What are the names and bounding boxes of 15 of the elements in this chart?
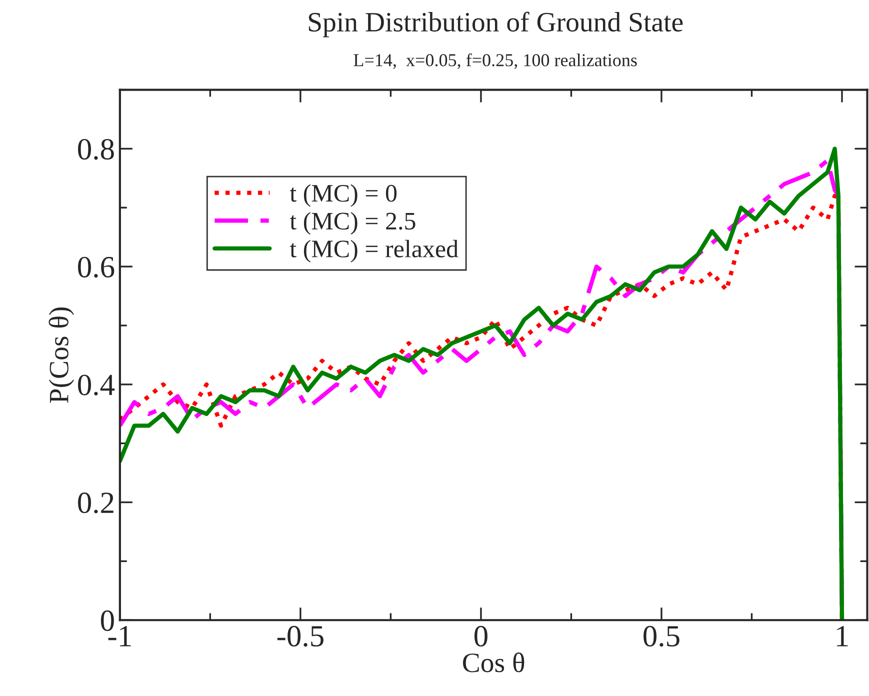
chart-subtitle: L=14, x=0.05, f=0.25, 100 realizations	[354, 53, 637, 69]
y-tick-label: 0.6	[78, 256, 114, 278]
y-tick-label: 0.8	[78, 138, 114, 160]
x-tick-label: 0	[474, 626, 488, 646]
x-tick-label: 1	[837, 626, 848, 646]
x-tick-label: 0.5	[644, 626, 680, 647]
x-tick-label: -0.5	[277, 626, 324, 647]
chart-title: Spin Distribution of Ground State	[308, 12, 683, 38]
legend-label: t (MC) = 0	[290, 184, 397, 207]
y-axis-title: P(Cos θ)	[48, 307, 74, 403]
legend-label: t (MC) = relaxed	[290, 240, 458, 263]
y-tick-label: 0.4	[78, 374, 115, 396]
x-axis-title: Cos θ	[462, 652, 524, 672]
y-tick-label: 0.2	[78, 492, 114, 514]
legend-label: t (MC) = 2.5	[290, 212, 416, 235]
